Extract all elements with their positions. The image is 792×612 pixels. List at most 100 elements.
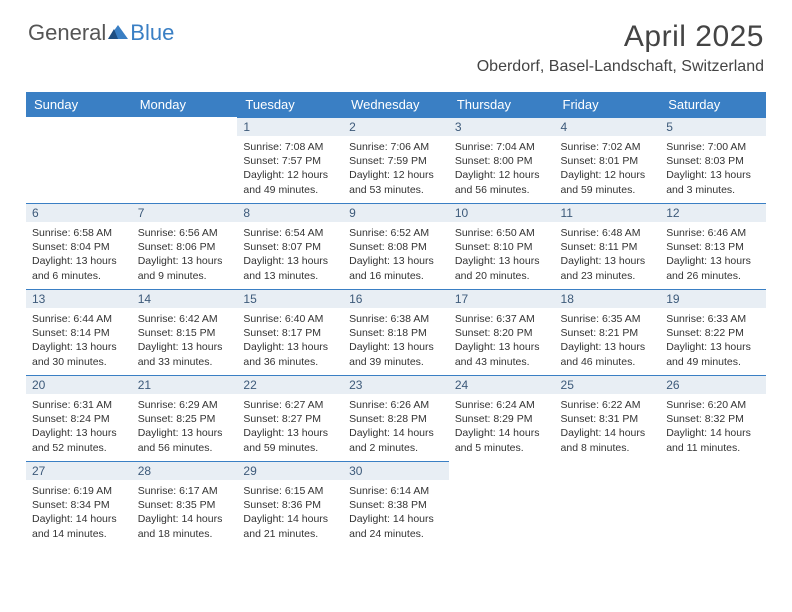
calendar-day-cell: 14Sunrise: 6:42 AMSunset: 8:15 PMDayligh… [132, 289, 238, 375]
day-details: Sunrise: 6:46 AMSunset: 8:13 PMDaylight:… [660, 222, 766, 289]
day-details: Sunrise: 6:33 AMSunset: 8:22 PMDaylight:… [660, 308, 766, 375]
sunset-text: Sunset: 8:03 PM [666, 154, 760, 168]
daylight-text: Daylight: 13 hours and 3 minutes. [666, 168, 760, 196]
daylight-text: Daylight: 14 hours and 5 minutes. [455, 426, 549, 454]
sunrise-text: Sunrise: 6:52 AM [349, 226, 443, 240]
daylight-text: Daylight: 13 hours and 56 minutes. [138, 426, 232, 454]
sunrise-text: Sunrise: 6:14 AM [349, 484, 443, 498]
weekday-header: Friday [555, 92, 661, 117]
sunset-text: Sunset: 8:28 PM [349, 412, 443, 426]
calendar-day-cell: 10Sunrise: 6:50 AMSunset: 8:10 PMDayligh… [449, 203, 555, 289]
day-number: 28 [132, 461, 238, 480]
weekday-header: Monday [132, 92, 238, 117]
daylight-text: Daylight: 13 hours and 59 minutes. [243, 426, 337, 454]
calendar-day-cell: 9Sunrise: 6:52 AMSunset: 8:08 PMDaylight… [343, 203, 449, 289]
calendar-empty-cell [660, 461, 766, 547]
sunset-text: Sunset: 8:32 PM [666, 412, 760, 426]
day-number: 26 [660, 375, 766, 394]
calendar-day-cell: 11Sunrise: 6:48 AMSunset: 8:11 PMDayligh… [555, 203, 661, 289]
sunset-text: Sunset: 8:27 PM [243, 412, 337, 426]
daylight-text: Daylight: 12 hours and 53 minutes. [349, 168, 443, 196]
day-number: 6 [26, 203, 132, 222]
location-subtitle: Oberdorf, Basel-Landschaft, Switzerland [477, 58, 764, 76]
day-number: 21 [132, 375, 238, 394]
calendar-week-row: 6Sunrise: 6:58 AMSunset: 8:04 PMDaylight… [26, 203, 766, 289]
day-details: Sunrise: 6:56 AMSunset: 8:06 PMDaylight:… [132, 222, 238, 289]
day-details: Sunrise: 6:48 AMSunset: 8:11 PMDaylight:… [555, 222, 661, 289]
sunset-text: Sunset: 8:22 PM [666, 326, 760, 340]
brand-part1: General [28, 20, 106, 46]
calendar-day-cell: 23Sunrise: 6:26 AMSunset: 8:28 PMDayligh… [343, 375, 449, 461]
daylight-text: Daylight: 12 hours and 56 minutes. [455, 168, 549, 196]
daylight-text: Daylight: 14 hours and 14 minutes. [32, 512, 126, 540]
day-details: Sunrise: 6:14 AMSunset: 8:38 PMDaylight:… [343, 480, 449, 547]
sunrise-text: Sunrise: 6:29 AM [138, 398, 232, 412]
calendar-day-cell: 1Sunrise: 7:08 AMSunset: 7:57 PMDaylight… [237, 117, 343, 203]
sunset-text: Sunset: 8:31 PM [561, 412, 655, 426]
day-details: Sunrise: 6:29 AMSunset: 8:25 PMDaylight:… [132, 394, 238, 461]
day-details: Sunrise: 7:00 AMSunset: 8:03 PMDaylight:… [660, 136, 766, 203]
calendar-table: SundayMondayTuesdayWednesdayThursdayFrid… [26, 92, 766, 547]
brand-part2: Blue [130, 20, 174, 46]
day-number: 1 [237, 117, 343, 136]
sunrise-text: Sunrise: 7:00 AM [666, 140, 760, 154]
weekday-header: Wednesday [343, 92, 449, 117]
daylight-text: Daylight: 14 hours and 11 minutes. [666, 426, 760, 454]
day-number: 4 [555, 117, 661, 136]
brand-logo: General Blue [28, 20, 174, 46]
day-number: 30 [343, 461, 449, 480]
daylight-text: Daylight: 13 hours and 30 minutes. [32, 340, 126, 368]
sunset-text: Sunset: 8:00 PM [455, 154, 549, 168]
day-number: 3 [449, 117, 555, 136]
calendar-week-row: 20Sunrise: 6:31 AMSunset: 8:24 PMDayligh… [26, 375, 766, 461]
daylight-text: Daylight: 13 hours and 20 minutes. [455, 254, 549, 282]
calendar-day-cell: 18Sunrise: 6:35 AMSunset: 8:21 PMDayligh… [555, 289, 661, 375]
day-details: Sunrise: 6:37 AMSunset: 8:20 PMDaylight:… [449, 308, 555, 375]
day-details: Sunrise: 6:35 AMSunset: 8:21 PMDaylight:… [555, 308, 661, 375]
calendar-day-cell: 15Sunrise: 6:40 AMSunset: 8:17 PMDayligh… [237, 289, 343, 375]
day-number: 15 [237, 289, 343, 308]
day-number: 8 [237, 203, 343, 222]
weekday-header-row: SundayMondayTuesdayWednesdayThursdayFrid… [26, 92, 766, 117]
sunrise-text: Sunrise: 7:02 AM [561, 140, 655, 154]
weekday-header: Tuesday [237, 92, 343, 117]
daylight-text: Daylight: 14 hours and 24 minutes. [349, 512, 443, 540]
sunrise-text: Sunrise: 6:56 AM [138, 226, 232, 240]
daylight-text: Daylight: 13 hours and 23 minutes. [561, 254, 655, 282]
sunrise-text: Sunrise: 6:50 AM [455, 226, 549, 240]
calendar-day-cell: 30Sunrise: 6:14 AMSunset: 8:38 PMDayligh… [343, 461, 449, 547]
daylight-text: Daylight: 14 hours and 21 minutes. [243, 512, 337, 540]
calendar-week-row: 1Sunrise: 7:08 AMSunset: 7:57 PMDaylight… [26, 117, 766, 203]
sunrise-text: Sunrise: 6:38 AM [349, 312, 443, 326]
calendar-day-cell: 7Sunrise: 6:56 AMSunset: 8:06 PMDaylight… [132, 203, 238, 289]
sunrise-text: Sunrise: 6:35 AM [561, 312, 655, 326]
calendar-day-cell: 28Sunrise: 6:17 AMSunset: 8:35 PMDayligh… [132, 461, 238, 547]
calendar-day-cell: 2Sunrise: 7:06 AMSunset: 7:59 PMDaylight… [343, 117, 449, 203]
calendar-day-cell: 22Sunrise: 6:27 AMSunset: 8:27 PMDayligh… [237, 375, 343, 461]
day-number: 23 [343, 375, 449, 394]
day-number: 2 [343, 117, 449, 136]
daylight-text: Daylight: 13 hours and 36 minutes. [243, 340, 337, 368]
sunset-text: Sunset: 8:10 PM [455, 240, 549, 254]
day-details: Sunrise: 6:19 AMSunset: 8:34 PMDaylight:… [26, 480, 132, 547]
calendar-day-cell: 3Sunrise: 7:04 AMSunset: 8:00 PMDaylight… [449, 117, 555, 203]
calendar-body: 1Sunrise: 7:08 AMSunset: 7:57 PMDaylight… [26, 117, 766, 547]
sunset-text: Sunset: 8:38 PM [349, 498, 443, 512]
calendar-empty-cell [555, 461, 661, 547]
calendar-day-cell: 25Sunrise: 6:22 AMSunset: 8:31 PMDayligh… [555, 375, 661, 461]
sunset-text: Sunset: 8:13 PM [666, 240, 760, 254]
calendar-day-cell: 26Sunrise: 6:20 AMSunset: 8:32 PMDayligh… [660, 375, 766, 461]
sunrise-text: Sunrise: 6:44 AM [32, 312, 126, 326]
day-details: Sunrise: 6:40 AMSunset: 8:17 PMDaylight:… [237, 308, 343, 375]
sunrise-text: Sunrise: 6:24 AM [455, 398, 549, 412]
sunset-text: Sunset: 8:34 PM [32, 498, 126, 512]
calendar-day-cell: 5Sunrise: 7:00 AMSunset: 8:03 PMDaylight… [660, 117, 766, 203]
daylight-text: Daylight: 13 hours and 49 minutes. [666, 340, 760, 368]
sunrise-text: Sunrise: 7:08 AM [243, 140, 337, 154]
day-number: 20 [26, 375, 132, 394]
day-details: Sunrise: 7:08 AMSunset: 7:57 PMDaylight:… [237, 136, 343, 203]
daylight-text: Daylight: 13 hours and 9 minutes. [138, 254, 232, 282]
daylight-text: Daylight: 13 hours and 39 minutes. [349, 340, 443, 368]
sunrise-text: Sunrise: 6:58 AM [32, 226, 126, 240]
daylight-text: Daylight: 12 hours and 59 minutes. [561, 168, 655, 196]
